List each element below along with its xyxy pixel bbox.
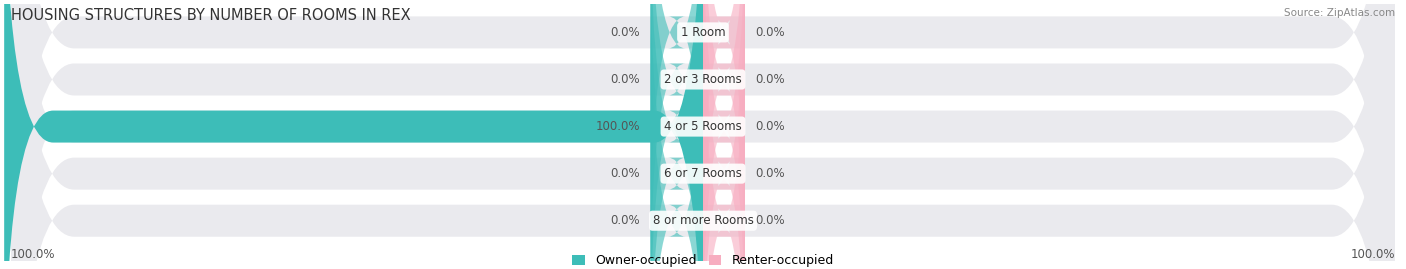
FancyBboxPatch shape: [651, 0, 703, 269]
Text: 6 or 7 Rooms: 6 or 7 Rooms: [664, 167, 742, 180]
FancyBboxPatch shape: [11, 0, 1395, 269]
Text: 100.0%: 100.0%: [11, 248, 56, 261]
FancyBboxPatch shape: [11, 0, 1395, 269]
FancyBboxPatch shape: [4, 0, 703, 269]
FancyBboxPatch shape: [651, 0, 703, 269]
Text: 0.0%: 0.0%: [755, 26, 785, 39]
FancyBboxPatch shape: [11, 0, 1395, 269]
FancyBboxPatch shape: [651, 1, 703, 269]
Text: 100.0%: 100.0%: [596, 120, 640, 133]
Text: 0.0%: 0.0%: [755, 214, 785, 227]
FancyBboxPatch shape: [651, 0, 703, 252]
Text: 0.0%: 0.0%: [610, 26, 640, 39]
Text: 0.0%: 0.0%: [755, 120, 785, 133]
FancyBboxPatch shape: [651, 0, 703, 269]
Text: 100.0%: 100.0%: [1350, 248, 1395, 261]
Text: 2 or 3 Rooms: 2 or 3 Rooms: [664, 73, 742, 86]
Text: 4 or 5 Rooms: 4 or 5 Rooms: [664, 120, 742, 133]
Text: 1 Room: 1 Room: [681, 26, 725, 39]
FancyBboxPatch shape: [703, 1, 745, 269]
Text: 8 or more Rooms: 8 or more Rooms: [652, 214, 754, 227]
FancyBboxPatch shape: [703, 0, 745, 269]
FancyBboxPatch shape: [703, 0, 745, 269]
FancyBboxPatch shape: [11, 0, 1395, 269]
Text: Source: ZipAtlas.com: Source: ZipAtlas.com: [1284, 8, 1395, 18]
FancyBboxPatch shape: [703, 0, 745, 252]
Text: 0.0%: 0.0%: [755, 167, 785, 180]
FancyBboxPatch shape: [11, 0, 1395, 269]
FancyBboxPatch shape: [703, 0, 745, 269]
Text: 0.0%: 0.0%: [610, 214, 640, 227]
Text: 0.0%: 0.0%: [610, 73, 640, 86]
Text: HOUSING STRUCTURES BY NUMBER OF ROOMS IN REX: HOUSING STRUCTURES BY NUMBER OF ROOMS IN…: [11, 8, 411, 23]
Text: 0.0%: 0.0%: [755, 73, 785, 86]
Legend: Owner-occupied, Renter-occupied: Owner-occupied, Renter-occupied: [572, 254, 834, 267]
Text: 0.0%: 0.0%: [610, 167, 640, 180]
